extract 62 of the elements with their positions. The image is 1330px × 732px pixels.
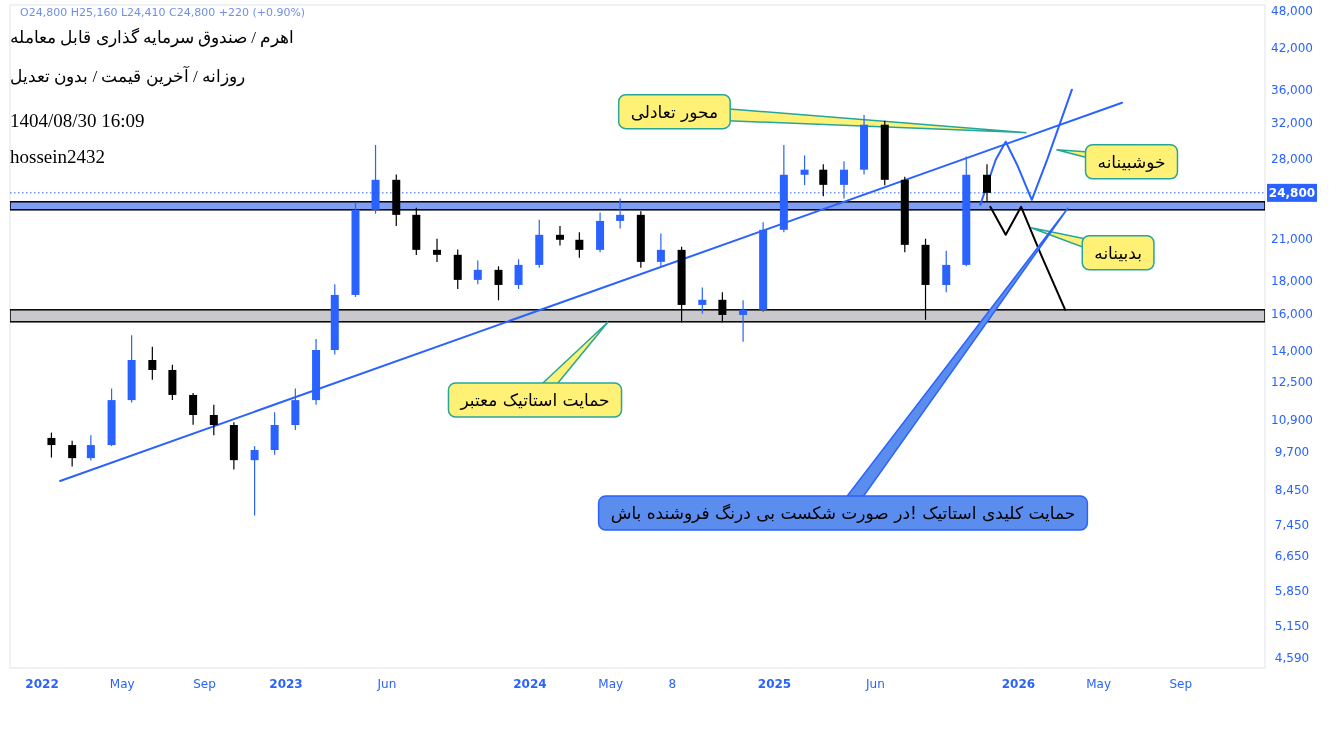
y-tick-label: 14,000 (1271, 343, 1313, 358)
annotation: محور تعادلی (630, 101, 719, 122)
candlestick (698, 286, 707, 315)
y-tick-label: 9,700 (1274, 444, 1310, 459)
candlestick (942, 250, 951, 293)
y-tick-label: 6,650 (1274, 548, 1310, 563)
text: روزانه / آخرین قیمت / بدون تعدیل (10, 65, 245, 87)
callout: محور تعادلی (617, 93, 1028, 134)
x-tick-label: Jun (865, 677, 885, 691)
candlestick (47, 431, 56, 459)
y-tick-label: 7,450 (1274, 517, 1310, 532)
candlestick (656, 232, 665, 267)
candlestick (494, 265, 503, 301)
x-tick-label: Jun (376, 677, 397, 691)
y-tick-label: 42,000 (1271, 40, 1313, 55)
candlestick (250, 445, 259, 517)
annotation: حمایت کلیدی استاتیک !در صورت شکست بی درنگ فروشنده باش (610, 503, 1076, 523)
candlestick (819, 163, 828, 197)
candlestick (800, 154, 809, 186)
annotation: O24,800 H25,160 L24,410 C24,800 +220 (+0.90%) (20, 6, 306, 19)
callout: حمایت استاتیک معتبر (447, 321, 623, 418)
y-tick-label: 4,590 (1274, 651, 1310, 666)
annotation: حمایت استاتیک معتبر (459, 390, 610, 410)
text: اهرم / صندوق سرمایه گذاری قابل معامله (10, 27, 295, 48)
y-tick-label: 18,000 (1271, 274, 1313, 289)
candlestick (739, 299, 748, 343)
y-tick-label: 21,000 (1271, 231, 1313, 246)
y-tick-label: 36,000 (1271, 83, 1313, 98)
candlestick (209, 404, 218, 436)
candlestick (68, 440, 77, 467)
candlestick (514, 258, 523, 290)
y-tick-label: 32,000 (1271, 115, 1313, 130)
candlestick (575, 231, 584, 259)
x-tick-label: May (598, 677, 624, 691)
x-tick-label: 2026 (1001, 677, 1036, 691)
y-tick-label: 48,000 (1271, 3, 1313, 18)
candlestick (148, 346, 157, 381)
y-tick-label: 10,900 (1271, 412, 1313, 427)
y-tick-label: 5,850 (1274, 584, 1310, 599)
annotation: 1404/08/30 16:09 (10, 110, 145, 131)
candlestick (189, 392, 198, 426)
candlestick (616, 197, 625, 230)
x-tick-label: 2025 (757, 677, 792, 691)
y-tick-label: 5,150 (1274, 619, 1310, 634)
ref-line-label: 24,800 (1268, 185, 1316, 200)
x-tick-label: Sep (1169, 677, 1193, 691)
y-tick-label: 8,450 (1274, 482, 1310, 497)
annotation: hossein2432 (10, 146, 105, 167)
candlestick (86, 434, 95, 462)
x-tick-label: 2022 (25, 677, 59, 691)
x-tick-label: 8 (668, 677, 677, 691)
candlestick (433, 238, 442, 263)
y-tick-label: 16,000 (1271, 306, 1313, 321)
x-tick-label: 2023 (269, 677, 303, 691)
y-tick-label: 12,500 (1271, 374, 1313, 389)
y-tick-label: 28,000 (1271, 152, 1313, 167)
candlestick (473, 259, 482, 285)
x-tick-label: 2024 (513, 677, 547, 691)
x-tick-label: May (1086, 677, 1112, 691)
x-tick-label: Sep (193, 677, 216, 691)
candlestick (555, 225, 564, 246)
x-tick-label: May (109, 677, 135, 691)
